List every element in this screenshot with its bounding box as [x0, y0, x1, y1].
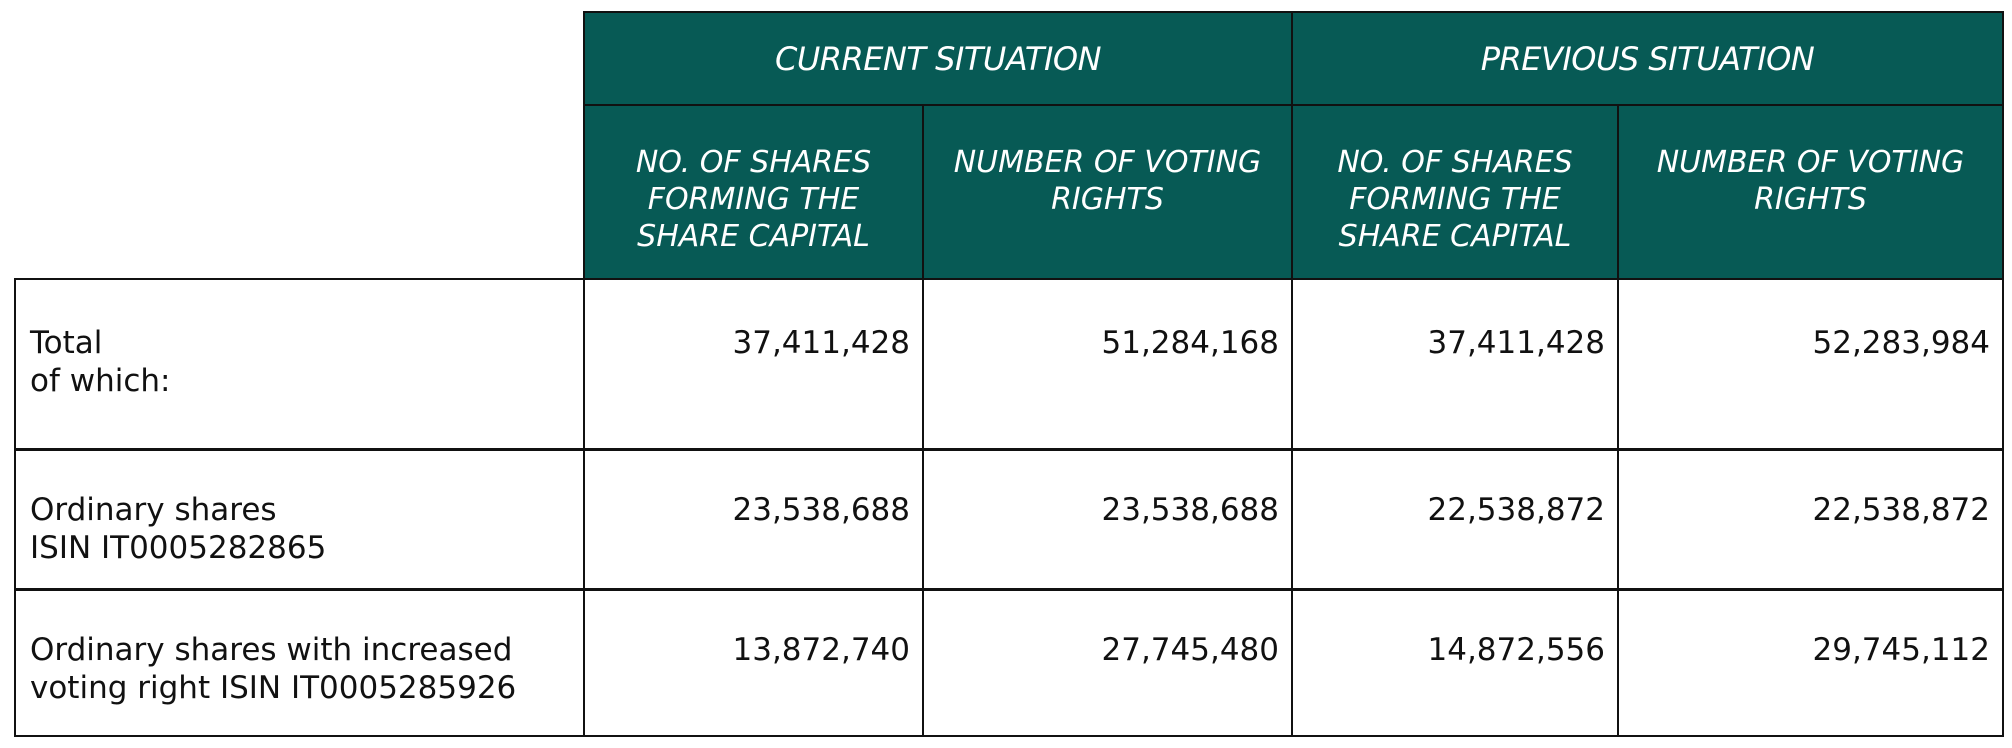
table-row-ordinary-shares: Ordinary shares ISIN IT0005282865 23,538…: [14, 447, 2004, 590]
row-label: Total of which:: [14, 278, 585, 450]
header-group-row: CURRENT SITUATION PREVIOUS SITUATION: [15, 11, 2004, 280]
share-capital-table-container: CURRENT SITUATION PREVIOUS SITUATION NO.…: [14, 11, 2004, 737]
header-current-voting-rights: NUMBER OF VOTING RIGHTS: [922, 104, 1293, 280]
header-column-row: NO. OF SHARES FORMING THE SHARE CAPITAL …: [15, 104, 2004, 280]
table-row-increased-voting-shares: Ordinary shares with increased voting ri…: [14, 587, 2004, 737]
header-current-shares: NO. OF SHARES FORMING THE SHARE CAPITAL: [583, 104, 924, 280]
header-previous-shares: NO. OF SHARES FORMING THE SHARE CAPITAL: [1291, 104, 1619, 280]
cell-previous-voting-rights: 29,745,112: [1617, 587, 2004, 737]
table-row-total: Total of which: 37,411,428 51,284,168 37…: [14, 278, 2004, 450]
cell-previous-voting-rights: 22,538,872: [1617, 447, 2004, 590]
cell-previous-shares: 37,411,428: [1291, 278, 1619, 450]
cell-previous-shares: 14,872,556: [1291, 587, 1619, 737]
cell-current-voting-rights: 51,284,168: [922, 278, 1293, 450]
cell-current-voting-rights: 23,538,688: [922, 447, 1293, 590]
cell-previous-voting-rights: 52,283,984: [1617, 278, 2004, 450]
cell-current-shares: 13,872,740: [583, 587, 924, 737]
row-label: Ordinary shares with increased voting ri…: [14, 587, 585, 737]
cell-current-voting-rights: 27,745,480: [922, 587, 1293, 737]
share-capital-table: CURRENT SITUATION PREVIOUS SITUATION NO.…: [14, 11, 2004, 737]
row-label: Ordinary shares ISIN IT0005282865: [14, 447, 585, 590]
header-current-situation: CURRENT SITUATION: [583, 11, 1293, 106]
header-blank-cell: [15, 12, 584, 280]
cell-current-shares: 37,411,428: [583, 278, 924, 450]
header-previous-situation: PREVIOUS SITUATION: [1291, 11, 2004, 106]
header-previous-voting-rights: NUMBER OF VOTING RIGHTS: [1617, 104, 2004, 280]
cell-previous-shares: 22,538,872: [1291, 447, 1619, 590]
cell-current-shares: 23,538,688: [583, 447, 924, 590]
